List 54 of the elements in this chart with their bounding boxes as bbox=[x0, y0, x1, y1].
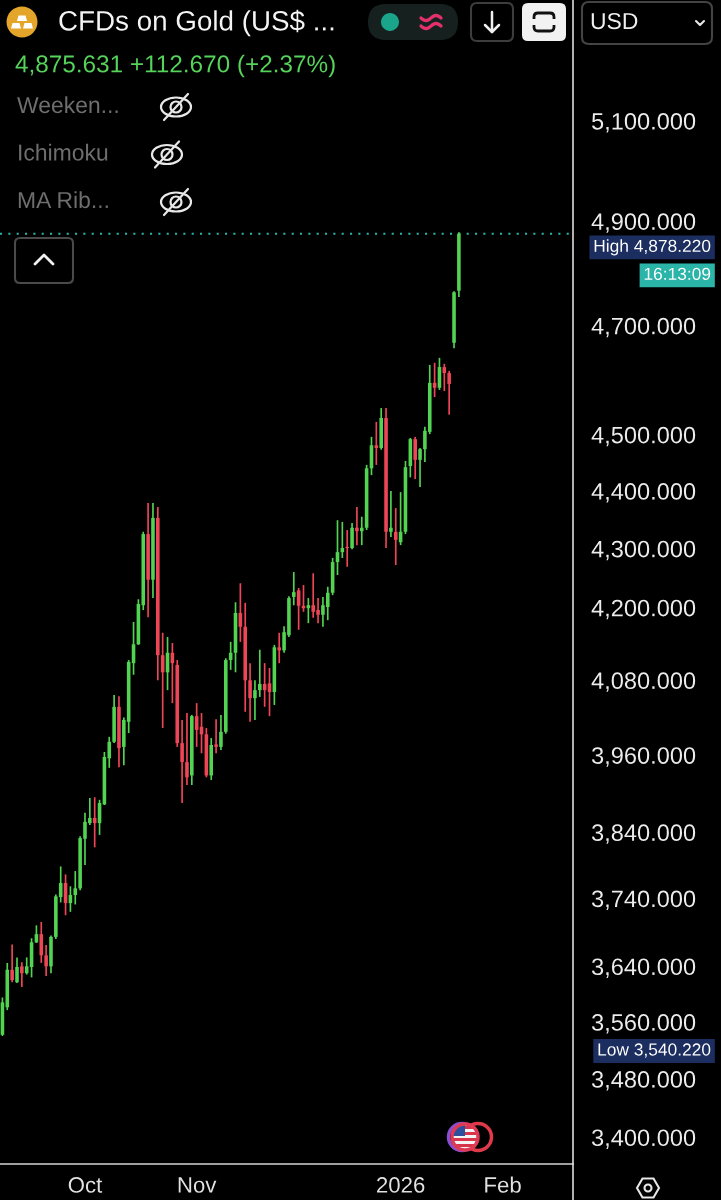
candlestick bbox=[359, 515, 364, 546]
annotation: MA Rib... bbox=[18, 191, 108, 209]
text: Low 3,540.220 bbox=[598, 1043, 711, 1058]
y-tick-label: 4,500.000 bbox=[591, 426, 696, 447]
candlestick bbox=[350, 522, 354, 551]
x-tick-label: Nov bbox=[178, 1177, 217, 1193]
candlestick bbox=[73, 870, 78, 906]
candlestick bbox=[325, 585, 330, 622]
y-tick-label: 4,700.000 bbox=[591, 317, 696, 338]
annotation: Ichimoku bbox=[19, 143, 108, 161]
y-tick-label: 3,400.000 bbox=[591, 1129, 696, 1149]
candlestick bbox=[355, 506, 359, 546]
candlestick bbox=[277, 631, 282, 664]
candlestick bbox=[44, 944, 48, 977]
y-tick-label: 3,960.000 bbox=[591, 747, 696, 767]
candlestick bbox=[393, 507, 398, 566]
y-tick-label: 3,560.000 bbox=[591, 1014, 696, 1034]
text: 16:13:09 bbox=[644, 267, 711, 281]
y-tick-label: 3,740.000 bbox=[591, 890, 696, 910]
candlestick bbox=[413, 436, 417, 480]
y-tick-label: 4,200.000 bbox=[591, 599, 696, 620]
x-tick-label: Feb bbox=[485, 1176, 521, 1193]
candlestick bbox=[248, 662, 252, 723]
y-tick-label: 4,900.000 bbox=[591, 213, 696, 233]
candlestick bbox=[418, 447, 422, 488]
y-tick-label: 4,080.000 bbox=[591, 672, 696, 692]
x-tick-label: 2026 bbox=[377, 1177, 425, 1193]
candlestick bbox=[20, 961, 24, 988]
candlestick bbox=[389, 490, 393, 538]
candlestick bbox=[39, 921, 44, 964]
text: USD bbox=[591, 12, 638, 30]
candlestick bbox=[258, 648, 262, 698]
y-tick-label: 5,100.000 bbox=[592, 112, 696, 133]
candlestick bbox=[10, 943, 14, 984]
candlestick bbox=[185, 712, 189, 786]
text: 4,875.631 +112.670 (+2.37%) bbox=[15, 54, 335, 78]
chart-title: CFDs on Gold (US$ ... bbox=[59, 9, 334, 37]
x-tick-label: Oct bbox=[68, 1177, 103, 1193]
candlestick bbox=[253, 679, 257, 721]
candlestick bbox=[214, 718, 218, 755]
candlestick bbox=[291, 571, 296, 607]
candlestick bbox=[345, 529, 349, 568]
candlestick bbox=[180, 719, 184, 804]
text: High 4,878.220 bbox=[594, 239, 711, 256]
candlestick bbox=[15, 956, 19, 984]
candlestick bbox=[447, 370, 451, 416]
y-tick-label: 3,840.000 bbox=[591, 824, 696, 844]
y-tick-label: 3,480.000 bbox=[591, 1071, 696, 1091]
annotation: Weeken... bbox=[17, 96, 118, 114]
y-tick-label: 4,300.000 bbox=[591, 540, 696, 561]
candlestick bbox=[219, 714, 223, 751]
y-tick-label: 4,400.000 bbox=[591, 483, 696, 503]
candlestick bbox=[374, 421, 379, 466]
y-tick-label: 3,640.000 bbox=[591, 958, 696, 978]
